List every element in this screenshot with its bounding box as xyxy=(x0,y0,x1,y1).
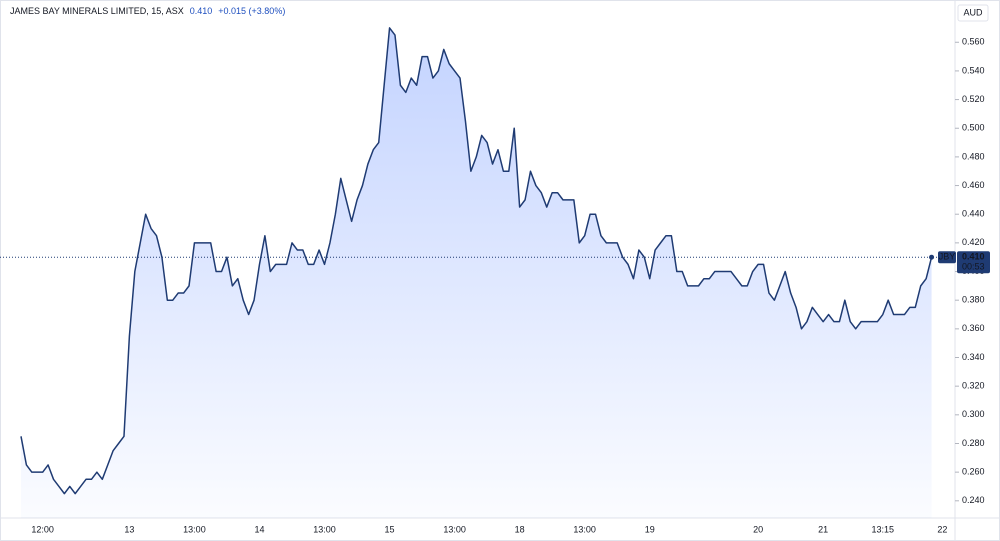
area-fill xyxy=(21,27,932,519)
y-tick-label: 0.520 xyxy=(962,94,985,104)
header-change: +0.015 (+3.80%) xyxy=(218,6,285,16)
y-tick-label: 0.300 xyxy=(962,409,985,419)
y-tick-label: 0.360 xyxy=(962,323,985,333)
currency-box[interactable] xyxy=(957,4,989,22)
x-tick-label: 13 xyxy=(124,524,134,534)
y-tick-label: 0.340 xyxy=(962,352,985,362)
y-tick-label: 0.420 xyxy=(962,237,985,247)
x-tick-label: 14 xyxy=(254,524,264,534)
y-tick-label: 0.500 xyxy=(962,123,985,133)
y-tick-label: 0.260 xyxy=(962,467,985,477)
y-tick-label: 0.380 xyxy=(962,295,985,305)
price-line xyxy=(20,27,933,495)
x-tick-label: 21 xyxy=(818,524,828,534)
x-tick-label: 13:00 xyxy=(443,524,466,534)
y-tick-label: 0.320 xyxy=(962,381,985,391)
plot: 0.240 0.260 0.280 0.300 0.320 0.340 0.360 0.380… xyxy=(0,27,990,534)
currency[interactable]: AUD xyxy=(963,7,983,17)
symbol-label: JBY xyxy=(939,252,956,262)
y-tick-label: 0.440 xyxy=(962,209,985,219)
y-tick-label: 0.480 xyxy=(962,151,985,161)
x-tick-label: 18 xyxy=(515,524,525,534)
x-tick-label: 12:00 xyxy=(31,524,54,534)
last-point xyxy=(929,254,935,260)
y-tick-label: 0.560 xyxy=(962,37,985,47)
price-box xyxy=(957,251,990,274)
x-tick-label: 13:00 xyxy=(573,524,596,534)
x-tick-label: 19 xyxy=(645,524,655,534)
price-label: 0.410 xyxy=(962,252,985,262)
y-tick-label: 0.540 xyxy=(962,65,985,75)
x-tick-label: 20 xyxy=(753,524,763,534)
header-price: 0.410 xyxy=(190,6,213,16)
x-tick-label: 22 xyxy=(937,524,947,534)
x-tick-label: 13:00 xyxy=(313,524,336,534)
x-tick-label: 13:15 xyxy=(872,524,895,534)
y-tick-label: 0.280 xyxy=(962,438,985,448)
symbol-box xyxy=(938,251,956,264)
x-tick-label: 15 xyxy=(385,524,395,534)
chart-title: JAMES BAY MINERALS LIMITED, 15, ASX xyxy=(10,6,184,16)
y-tick-label: 0.240 xyxy=(962,495,985,505)
countdown-label: 00:53 xyxy=(962,262,985,272)
y-tick-label: 0.460 xyxy=(962,180,985,190)
x-tick-label: 13:00 xyxy=(183,524,206,534)
header: JAMES BAY MINERALS LIMITED, 15, ASX 0.410… xyxy=(10,6,285,16)
